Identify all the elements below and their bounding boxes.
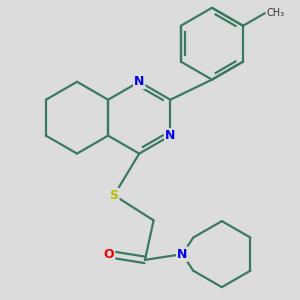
Text: O: O	[104, 248, 114, 261]
Text: N: N	[177, 248, 188, 261]
Text: S: S	[110, 189, 118, 202]
Text: CH₃: CH₃	[267, 8, 285, 18]
Text: N: N	[134, 75, 144, 88]
Text: N: N	[165, 129, 175, 142]
Text: N: N	[177, 248, 188, 261]
